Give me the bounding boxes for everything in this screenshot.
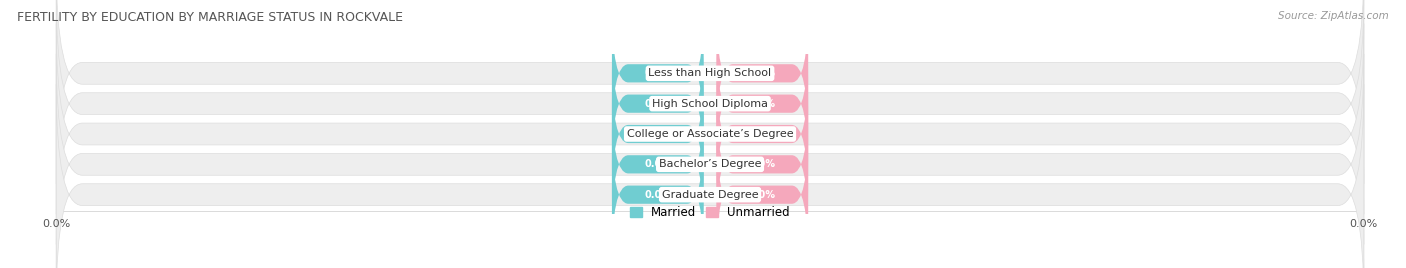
Text: 0.0%: 0.0% — [644, 159, 671, 169]
Text: Less than High School: Less than High School — [648, 68, 772, 78]
Text: High School Diploma: High School Diploma — [652, 99, 768, 109]
FancyBboxPatch shape — [56, 24, 1364, 244]
Text: 0.0%: 0.0% — [644, 68, 671, 78]
Text: Source: ZipAtlas.com: Source: ZipAtlas.com — [1278, 11, 1389, 21]
FancyBboxPatch shape — [717, 7, 808, 140]
Legend: Married, Unmarried: Married, Unmarried — [627, 204, 793, 221]
FancyBboxPatch shape — [56, 0, 1364, 214]
FancyBboxPatch shape — [612, 128, 703, 261]
Text: 0.0%: 0.0% — [749, 68, 776, 78]
FancyBboxPatch shape — [612, 67, 703, 201]
Text: College or Associate’s Degree: College or Associate’s Degree — [627, 129, 793, 139]
Text: 0.0%: 0.0% — [749, 190, 776, 200]
FancyBboxPatch shape — [717, 128, 808, 261]
Text: 0.0%: 0.0% — [644, 190, 671, 200]
FancyBboxPatch shape — [56, 0, 1364, 184]
Text: 0.0%: 0.0% — [749, 99, 776, 109]
FancyBboxPatch shape — [56, 54, 1364, 268]
FancyBboxPatch shape — [717, 37, 808, 170]
Text: Bachelor’s Degree: Bachelor’s Degree — [659, 159, 761, 169]
Text: FERTILITY BY EDUCATION BY MARRIAGE STATUS IN ROCKVALE: FERTILITY BY EDUCATION BY MARRIAGE STATU… — [17, 11, 404, 24]
Text: 0.0%: 0.0% — [644, 129, 671, 139]
Text: 0.0%: 0.0% — [749, 129, 776, 139]
FancyBboxPatch shape — [56, 84, 1364, 268]
FancyBboxPatch shape — [612, 7, 703, 140]
Text: 0.0%: 0.0% — [644, 99, 671, 109]
FancyBboxPatch shape — [717, 98, 808, 231]
Text: 0.0%: 0.0% — [749, 159, 776, 169]
Text: Graduate Degree: Graduate Degree — [662, 190, 758, 200]
FancyBboxPatch shape — [717, 67, 808, 201]
FancyBboxPatch shape — [612, 37, 703, 170]
FancyBboxPatch shape — [612, 98, 703, 231]
